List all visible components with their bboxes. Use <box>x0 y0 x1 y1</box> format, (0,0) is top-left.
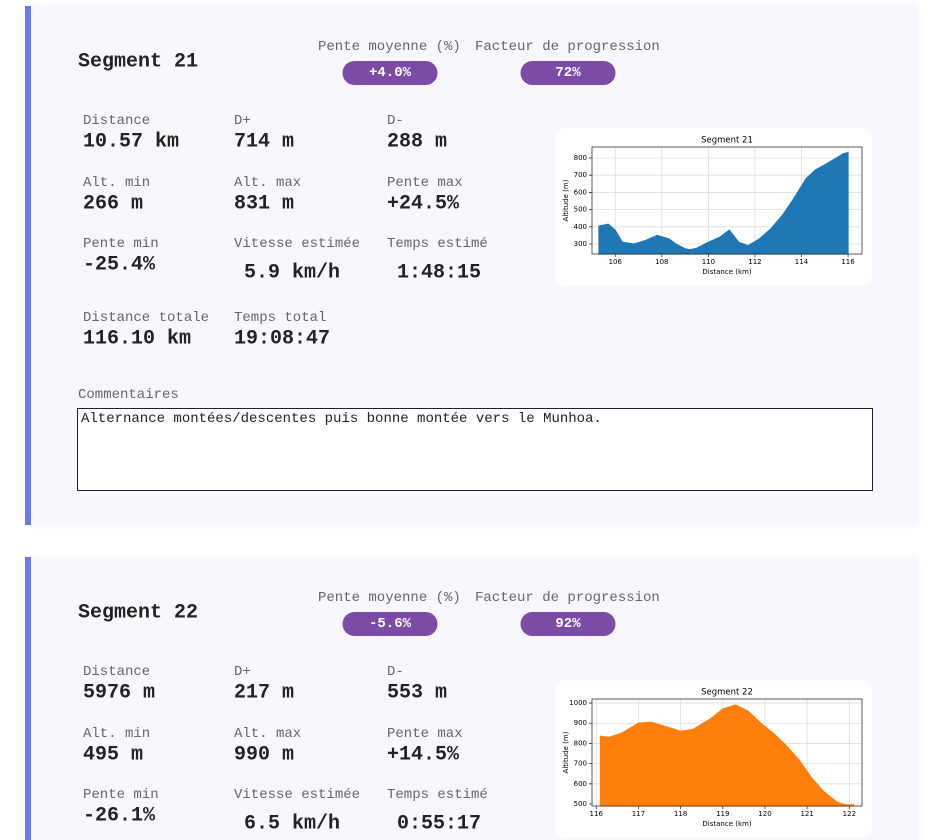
stat-value: -25.4% <box>83 253 156 277</box>
stat-label: Pente min <box>83 236 159 252</box>
chart-title: Segment 21 <box>701 136 753 146</box>
stat-label: Distance <box>83 664 151 680</box>
segment-card: Segment 22 Pente moyenne (%) -5.6% Facteur … <box>25 557 918 840</box>
y-tick-label: 300 <box>574 240 587 248</box>
stat-value: 217 m <box>234 681 295 705</box>
badge-header: Pente moyenne (%) <box>318 39 461 55</box>
stat-label: Alt. min <box>83 175 151 191</box>
badge-header: Pente moyenne (%) <box>318 590 461 606</box>
x-tick-label: 106 <box>609 258 623 266</box>
stat-label: Alt. max <box>234 175 302 191</box>
stat-value: 990 m <box>234 743 295 767</box>
y-tick-label: 500 <box>574 206 587 214</box>
stat-label: Distance totale <box>83 310 210 326</box>
stat-value: 10.57 km <box>83 130 180 154</box>
stat-value: 5976 m <box>83 681 156 705</box>
stat-label: Pente min <box>83 787 159 803</box>
y-tick-label: 900 <box>574 719 587 727</box>
stat-value: +24.5% <box>387 192 460 216</box>
y-tick-label: 1000 <box>569 699 587 707</box>
stat-value: 1:48:15 <box>397 261 482 285</box>
stat-label: Temps estimé <box>387 236 488 252</box>
x-tick-label: 121 <box>800 810 813 818</box>
y-tick-label: 400 <box>574 223 587 231</box>
y-axis-label: Altitude (m) <box>562 731 570 773</box>
stat-value: +14.5% <box>387 743 460 767</box>
y-axis-label: Altitude (m) <box>562 179 570 221</box>
segment-title: Segment 22 <box>78 601 199 625</box>
comment-box: Alternance montées/descentes puis bonne … <box>77 408 873 491</box>
stat-label: Pente max <box>387 726 463 742</box>
stat-value: 495 m <box>83 743 144 767</box>
stat-value: 0:55:17 <box>397 812 482 836</box>
stat-label: Vitesse estimée <box>234 236 361 252</box>
stat-value: 831 m <box>234 192 295 216</box>
x-tick-label: 120 <box>758 810 771 818</box>
stat-label: D- <box>387 664 404 680</box>
plot-frame <box>591 146 863 255</box>
segment-card: Segment 21 Pente moyenne (%) +4.0% Facteur … <box>25 6 918 525</box>
y-tick-label: 700 <box>574 171 587 179</box>
stat-value: 6.5 km/h <box>244 812 341 836</box>
x-tick-label: 108 <box>655 258 668 266</box>
stat-value: -26.1% <box>83 804 156 828</box>
chart-title: Segment 22 <box>701 688 753 698</box>
y-tick-label: 600 <box>574 188 587 196</box>
stat-value: 266 m <box>83 192 144 216</box>
x-tick-label: 116 <box>590 810 604 818</box>
x-tick-label: 110 <box>702 258 715 266</box>
x-tick-label: 117 <box>632 810 645 818</box>
stat-label: Vitesse estimée <box>234 787 361 803</box>
stat-value: 714 m <box>234 130 295 154</box>
x-axis-label: Distance (km) <box>702 268 751 276</box>
elevation-chart: 300 400 500 600 700 800 106 108 110 112 114 116 Segm… <box>555 128 872 286</box>
stat-label: Pente max <box>387 175 463 191</box>
x-tick-label: 119 <box>716 810 729 818</box>
y-tick-label: 800 <box>574 154 587 162</box>
stat-value: 553 m <box>387 681 448 705</box>
stat-value: 19:08:47 <box>234 327 331 351</box>
stat-label: D+ <box>234 664 251 680</box>
stat-label: Alt. min <box>83 726 151 742</box>
stat-value: 116.10 km <box>83 327 192 351</box>
elevation-area <box>598 151 849 255</box>
y-tick-label: 700 <box>574 760 587 768</box>
stat-label: Alt. max <box>234 726 302 742</box>
segment-title: Segment 21 <box>78 50 199 74</box>
badge-header: Facteur de progression <box>475 590 660 606</box>
y-tick-label: 800 <box>574 739 587 747</box>
badge: 72% <box>520 61 616 85</box>
badge: +4.0% <box>342 61 438 85</box>
badge: 92% <box>520 612 616 636</box>
x-axis-label: Distance (km) <box>702 820 751 828</box>
x-tick-label: 122 <box>843 810 856 818</box>
y-tick-label: 500 <box>574 800 587 808</box>
badge-header: Facteur de progression <box>475 39 660 55</box>
stat-label: Distance <box>83 113 151 129</box>
stat-label: D+ <box>234 113 251 129</box>
elevation-area <box>599 704 855 807</box>
stat-label: D- <box>387 113 404 129</box>
stat-value: 288 m <box>387 130 448 154</box>
stat-label: Temps total <box>234 310 327 326</box>
x-tick-label: 112 <box>748 258 761 266</box>
elevation-chart: 500 600 700 800 900 1000 116 117 118 119 120 121 122… <box>555 680 872 838</box>
stat-value: 5.9 km/h <box>244 261 341 285</box>
stat-label: Temps estimé <box>387 787 488 803</box>
badge: -5.6% <box>342 612 438 636</box>
x-tick-label: 114 <box>795 258 809 266</box>
x-tick-label: 116 <box>841 258 855 266</box>
plot-frame <box>591 698 863 807</box>
y-tick-label: 600 <box>574 780 587 788</box>
x-tick-label: 118 <box>674 810 687 818</box>
comment-label: Commentaires <box>78 387 179 403</box>
